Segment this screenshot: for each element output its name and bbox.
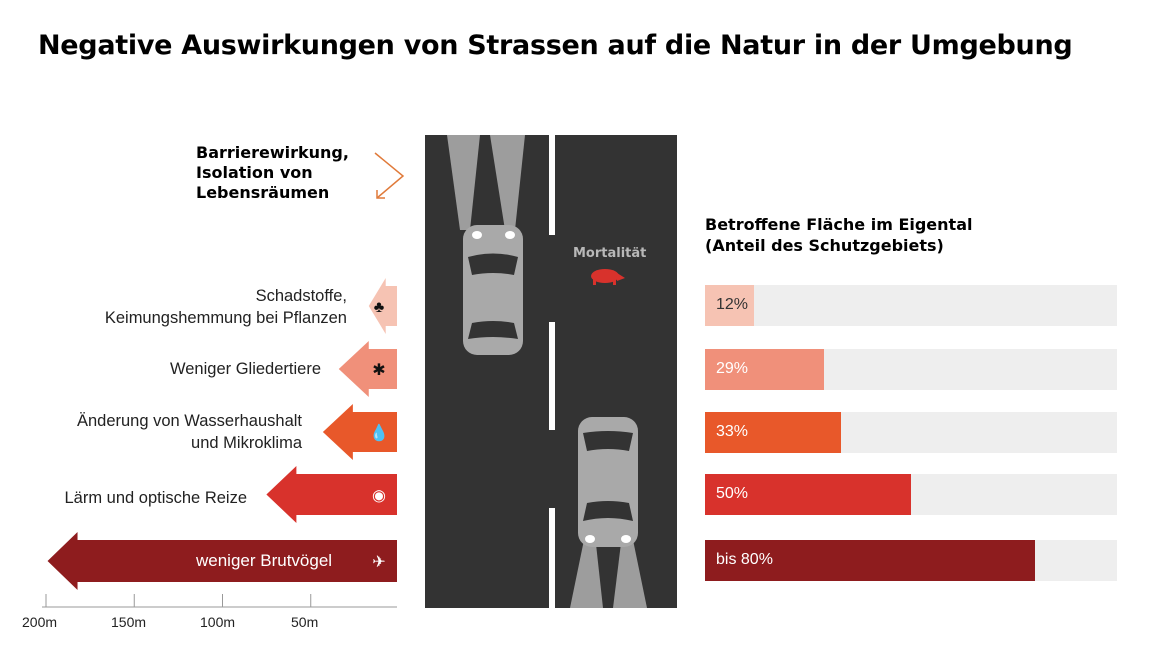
bar-track: 12% bbox=[705, 285, 1117, 326]
car-lower bbox=[570, 417, 647, 608]
bar-track: bis 80% bbox=[705, 540, 1117, 581]
bar-fill bbox=[705, 285, 755, 326]
page-title: Negative Auswirkungen von Strassen auf d… bbox=[38, 30, 1073, 61]
chart-title-line: (Anteil des Schutzgebiets) bbox=[705, 236, 944, 255]
effect-arrow bbox=[266, 466, 397, 523]
effect-arrow bbox=[47, 532, 397, 590]
effect-arrow bbox=[368, 278, 397, 334]
chart-title-line: Betroffene Fläche im Eigental bbox=[705, 215, 973, 234]
bar-fill bbox=[705, 540, 1035, 581]
bar-fill bbox=[705, 474, 911, 515]
effect-label-pollutants: Schadstoffe, Keimungshemmung bei Pflanze… bbox=[105, 285, 347, 329]
road-illustration bbox=[425, 135, 677, 608]
bar-value-label: 12% bbox=[716, 296, 749, 313]
effect-label-arthropods: Weniger Gliedertiere bbox=[169, 360, 321, 378]
effect-arrow bbox=[322, 404, 397, 460]
effect-label-birds: weniger Brutvögel bbox=[196, 551, 333, 570]
barrier-line: Lebensräumen bbox=[196, 183, 330, 202]
scale-tick: 50m bbox=[291, 614, 319, 630]
bar-value-label: bis 80% bbox=[716, 551, 773, 568]
effect-label-noise: Lärm und optische Reize bbox=[64, 489, 247, 507]
effect-label-line: Änderung von Wasserhaushalt bbox=[76, 412, 302, 430]
bar-fill bbox=[705, 412, 841, 453]
sound-eye-icon: ◉ bbox=[372, 488, 386, 505]
scale-tick: 100m bbox=[200, 614, 236, 630]
barrier-label: Barrierewirkung, Isolation von Lebensräu… bbox=[196, 143, 349, 203]
bug-icon: ✱ bbox=[372, 362, 385, 379]
effect-label-line: und Mikroklima bbox=[191, 434, 302, 452]
car-upper bbox=[447, 135, 525, 355]
mortality-label: Mortalität bbox=[573, 246, 647, 261]
effect-arrow bbox=[338, 341, 397, 397]
zigzag-arrow-icon bbox=[374, 152, 405, 199]
chart-title: Betroffene Fläche im Eigental (Anteil de… bbox=[705, 214, 972, 256]
barrier-line: Barrierewirkung, bbox=[196, 143, 349, 162]
effect-label-water: Änderung von Wasserhaushalt und Mikrokli… bbox=[77, 410, 302, 454]
scale-tick: 200m bbox=[22, 614, 58, 630]
water-drop-icon: 💧 bbox=[369, 423, 389, 442]
barrier-line: Isolation von bbox=[196, 163, 313, 182]
bar-value-label: 29% bbox=[716, 360, 749, 377]
bar-track: 33% bbox=[705, 412, 1117, 453]
effect-label-line: Schadstoffe, bbox=[255, 287, 347, 305]
bar-track: 50% bbox=[705, 474, 1117, 515]
bar-fill bbox=[705, 349, 825, 390]
bar-value-label: 50% bbox=[716, 485, 749, 502]
bar-track: 29% bbox=[705, 349, 1117, 390]
bar-value-label: 33% bbox=[716, 423, 749, 440]
plant-icon: ♣ bbox=[374, 299, 385, 316]
animal-icon bbox=[591, 269, 625, 285]
effect-arrows: ♣ ✱ 💧 ◉ ✈ bbox=[42, 278, 397, 608]
bird-icon: ✈ bbox=[372, 554, 385, 571]
effect-label-line: Keimungshemmung bei Pflanzen bbox=[104, 309, 347, 327]
scale-tick: 150m bbox=[111, 614, 147, 630]
